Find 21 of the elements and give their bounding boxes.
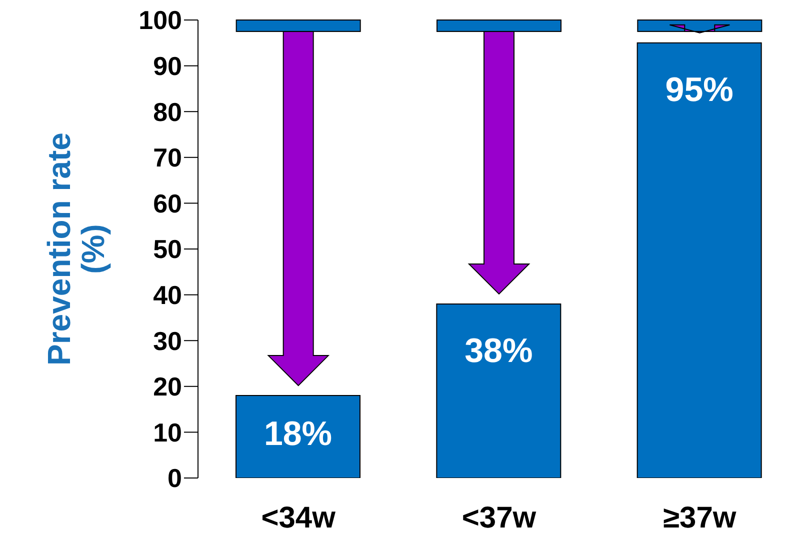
y-tick-label: 0 [168, 463, 182, 494]
bar [636, 42, 762, 478]
y-tick-label: 80 [153, 96, 182, 127]
y-tick-label: 50 [153, 234, 182, 264]
y-tick-label: 20 [153, 372, 182, 402]
bar [236, 395, 360, 478]
data-label: 18% [264, 415, 332, 454]
x-tick-label: <37w [462, 501, 537, 534]
y-tick-label: 100 [138, 5, 182, 36]
x-tick-label: <34w [261, 501, 336, 534]
data-label: 95% [665, 70, 734, 109]
y-axis-title: Prevention rate (%) [41, 132, 111, 366]
data-label: 38% [464, 332, 533, 370]
y-tick-label: 30 [153, 326, 182, 356]
bar [436, 303, 562, 478]
y-tick-label: 40 [153, 280, 182, 310]
y-tick-label: 90 [153, 51, 182, 82]
y-tick-label: 60 [153, 188, 182, 218]
y-tick-label: 70 [153, 142, 182, 173]
x-tick-label: ≥37w [663, 501, 737, 534]
y-tick-label: 10 [153, 417, 182, 448]
